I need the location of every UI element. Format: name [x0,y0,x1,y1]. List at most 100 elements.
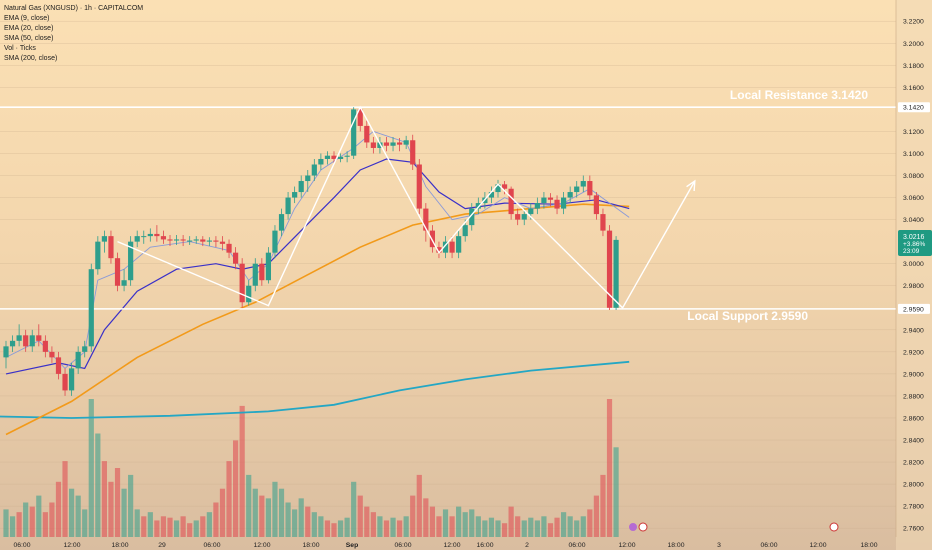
volume-bar [108,481,114,537]
volume-bar [298,498,304,537]
volume-bar [403,516,409,537]
candle-body [108,236,114,259]
y-tick-label: 3.1200 [903,129,924,136]
candle-body [95,241,101,270]
candle-body [475,203,481,209]
candle-body [278,214,285,231]
resistance-label: Local Resistance 3.1420 [730,88,868,102]
candle-body [561,197,567,209]
candle-body [82,346,88,352]
volume-bar [121,488,127,537]
y-tick-label: 2.9400 [903,327,924,334]
candle-body [521,214,527,220]
x-tick-label: 12:00 [63,542,80,549]
candle-body [134,236,140,242]
candle-body [141,236,147,238]
support-label: Local Support 2.9590 [687,309,808,323]
volume-bar [180,516,186,537]
candle-body [337,156,344,159]
candle-body [160,236,167,240]
volume-bar [206,512,212,537]
candle-body [154,233,160,237]
volume-bar [501,523,508,537]
y-tick-label: 3.1800 [903,63,924,70]
candle-body [344,155,350,157]
volume-bar [390,517,396,537]
y-tick-label: 3.2200 [903,19,924,26]
y-tick-label: 2.8600 [903,415,924,422]
volume-bar [600,474,606,537]
volume-bar [521,520,527,537]
volume-bar [62,461,68,537]
volume-bar [377,516,383,537]
volume-bar [16,512,22,537]
volume-bar [324,520,331,537]
volume-bar [475,516,481,537]
volume-bar [370,512,376,537]
y-tick-label: 3.1420 [903,105,924,112]
volume-bar [23,502,29,537]
volume-bar [292,509,298,537]
volume-bar [587,509,593,537]
volume-bar [3,509,9,537]
candle-body [495,184,501,193]
y-tick-label: 2.8800 [903,393,924,400]
y-axis-ticks: 3.2200 3.2000 3.1800 3.1600 3.1420 3.1200 3.10… [898,19,930,533]
candle-body [167,239,173,241]
legend-ema9[interactable]: EMA (9, close) [4,15,50,22]
volume-bar [114,468,121,537]
legend-sma200[interactable]: SMA (200, close) [4,55,58,62]
candle-body [3,346,9,358]
volume-bar [495,520,501,537]
candle-body [580,181,586,187]
volume-bar [226,461,232,537]
volume-bar [337,520,344,537]
price-tag: 3.0216 +3.86% 23:09 [898,230,932,256]
candle-body [180,239,186,241]
candle-body [173,239,180,241]
y-tick-label: 2.9590 [903,306,924,313]
candle-body [606,230,613,308]
legend-vol[interactable]: Vol · Ticks [4,45,36,52]
volume-bar [541,516,547,537]
grid [0,20,896,529]
candle-body [397,142,403,145]
volume-bar [167,517,173,537]
volume-bar [436,516,442,537]
volume-bar [561,512,567,537]
volume-bar [397,520,403,537]
volume-bar [160,516,167,537]
volume-bar [213,502,219,537]
volume-bar [318,516,324,537]
volume-bar [311,512,317,537]
y-tick-label: 3.0800 [903,173,924,180]
candle-body [9,340,16,347]
volume-bar [508,506,514,537]
candle-body [252,263,258,286]
candle-body [403,140,409,145]
volume-bar [383,520,390,537]
x-tick-label: 12:00 [618,542,635,549]
candle-body [49,351,55,358]
candle-body [187,240,193,242]
y-tick-label: 2.9800 [903,283,924,290]
volume-bar [344,517,350,537]
us-flag-icon[interactable] [829,522,839,532]
y-tick-label: 3.0600 [903,195,924,202]
x-tick-label: 18:00 [111,542,128,549]
candle-body [364,125,370,143]
candle-body [226,243,232,253]
candle-body [554,199,560,209]
candle-body [246,285,252,303]
candle-body [383,142,390,146]
us-flag-icon[interactable] [638,522,648,532]
volume-bar [141,516,147,537]
legend-ema20[interactable]: EMA (20, close) [4,25,54,32]
event-icon[interactable] [629,523,637,531]
price-tag-change: +3.86% [903,241,925,248]
candle-body [69,368,75,391]
legend-sma50[interactable]: SMA (50, close) [4,35,54,42]
x-tick-label: Sep [346,542,358,549]
ema20-line [5,158,630,375]
candle-body [62,373,68,391]
